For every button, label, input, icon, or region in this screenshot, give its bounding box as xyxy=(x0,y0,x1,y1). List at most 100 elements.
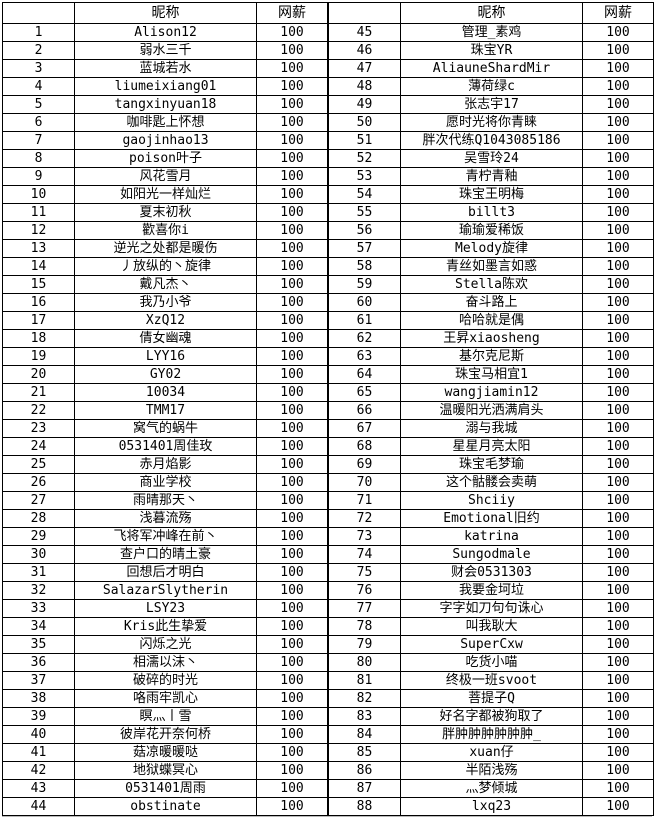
salary-cell: 100 xyxy=(256,203,328,222)
nickname-cell: 查户口的晴土豪 xyxy=(74,545,257,564)
salary-cell: 100 xyxy=(582,257,654,276)
nickname-cell: 瞑灬丨雪 xyxy=(74,707,257,726)
salary-cell: 100 xyxy=(582,779,654,798)
rank-cell: 65 xyxy=(328,383,401,402)
salary-cell: 100 xyxy=(582,383,654,402)
rank-cell: 12 xyxy=(2,221,75,240)
nickname-cell: 相濡以沫丶 xyxy=(74,653,257,672)
rank-cell: 1 xyxy=(2,23,75,42)
nickname-cell: 10034 xyxy=(74,383,257,402)
salary-cell: 100 xyxy=(582,797,654,816)
rank-cell: 84 xyxy=(328,725,401,744)
table-row: 56 瑜瑜爱稀饭 100 xyxy=(328,221,654,240)
nickname-cell: 瑜瑜爱稀饭 xyxy=(400,221,583,240)
table-body-right: 45 管理_素鸡 100 46 珠宝YR 100 47 AliauneShardMir 100 4… xyxy=(328,23,654,816)
salary-cell: 100 xyxy=(256,473,328,492)
salary-cell: 100 xyxy=(256,329,328,348)
nickname-cell: 窝气的蜗牛 xyxy=(74,419,257,438)
salary-cell: 100 xyxy=(256,257,328,276)
rank-cell: 56 xyxy=(328,221,401,240)
rank-cell: 61 xyxy=(328,311,401,330)
nickname-cell: 咯雨牢凯心 xyxy=(74,689,257,708)
salary-cell: 100 xyxy=(582,347,654,366)
nickname-cell: LSY23 xyxy=(74,599,257,618)
rank-cell: 71 xyxy=(328,491,401,510)
rank-cell: 36 xyxy=(2,653,75,672)
nickname-cell: SalazarSlytherin xyxy=(74,581,257,600)
salary-cell: 100 xyxy=(582,653,654,672)
salary-cell: 100 xyxy=(256,347,328,366)
salary-cell: 100 xyxy=(256,743,328,762)
rank-cell: 69 xyxy=(328,455,401,474)
table-row: 13 逆光之处都是暖伤 100 xyxy=(2,239,328,258)
rank-cell: 24 xyxy=(2,437,75,456)
nickname-cell: 灬梦倾城 xyxy=(400,779,583,798)
rank-cell: 30 xyxy=(2,545,75,564)
rank-cell: 45 xyxy=(328,23,401,42)
rank-cell: 22 xyxy=(2,401,75,420)
nickname-cell: 珠宝马相宜1 xyxy=(400,365,583,384)
rank-cell: 63 xyxy=(328,347,401,366)
table-row: 70 这个骷髅会卖萌 100 xyxy=(328,473,654,492)
rank-cell: 17 xyxy=(2,311,75,330)
table-row: 47 AliauneShardMir 100 xyxy=(328,59,654,78)
nickname-cell: GY02 xyxy=(74,365,257,384)
nickname-cell: 字字如刀句句诛心 xyxy=(400,599,583,618)
salary-cell: 100 xyxy=(256,41,328,60)
salary-cell: 100 xyxy=(582,689,654,708)
nickname-cell: 温暖阳光洒满肩头 xyxy=(400,401,583,420)
table-row: 53 青柠青釉 100 xyxy=(328,167,654,186)
salary-cell: 100 xyxy=(582,77,654,96)
salary-cell: 100 xyxy=(256,491,328,510)
rank-cell: 32 xyxy=(2,581,75,600)
table-row: 3 蓝城若水 100 xyxy=(2,59,328,78)
table-row: 65 wangjiamin12 100 xyxy=(328,383,654,402)
table-row: 82 菩提子Q 100 xyxy=(328,689,654,708)
table-row: 43 0531401周雨 100 xyxy=(2,779,328,798)
nickname-cell: 赤月焰影 xyxy=(74,455,257,474)
nickname-cell: XzQ12 xyxy=(74,311,257,330)
salary-cell: 100 xyxy=(256,617,328,636)
salary-cell: 100 xyxy=(256,545,328,564)
table-row: 1 Alison12 100 xyxy=(2,23,328,42)
rank-cell: 10 xyxy=(2,185,75,204)
rank-cell: 64 xyxy=(328,365,401,384)
nickname-cell: tangxinyuan18 xyxy=(74,95,257,114)
table-row: 76 我要金坷垃 100 xyxy=(328,581,654,600)
rank-cell: 37 xyxy=(2,671,75,690)
rank-cell: 15 xyxy=(2,275,75,294)
table-row: 35 闪烁之光 100 xyxy=(2,635,328,654)
salary-cell: 100 xyxy=(256,59,328,78)
salary-header: 网薪 xyxy=(256,2,328,24)
table-row: 71 Shciiy 100 xyxy=(328,491,654,510)
salary-cell: 100 xyxy=(256,527,328,546)
salary-cell: 100 xyxy=(582,419,654,438)
table-row: 44 obstinate 100 xyxy=(2,797,328,816)
nickname-cell: 星星月亮太阳 xyxy=(400,437,583,456)
rank-cell: 85 xyxy=(328,743,401,762)
salary-cell: 100 xyxy=(582,221,654,240)
table-row: 64 珠宝马相宜1 100 xyxy=(328,365,654,384)
table-row: 84 胖肿肿肿肿肿肿_ 100 xyxy=(328,725,654,744)
rank-cell: 35 xyxy=(2,635,75,654)
table-row: 2 弱水三千 100 xyxy=(2,41,328,60)
table-row: 59 Stella陈欢 100 xyxy=(328,275,654,294)
nickname-cell: 弱水三千 xyxy=(74,41,257,60)
table-row: 58 青丝如墨言如惑 100 xyxy=(328,257,654,276)
rank-cell: 34 xyxy=(2,617,75,636)
salary-cell: 100 xyxy=(256,239,328,258)
rank-cell: 33 xyxy=(2,599,75,618)
nickname-cell: Alison12 xyxy=(74,23,257,42)
salary-cell: 100 xyxy=(582,545,654,564)
table-row: 30 查户口的晴土豪 100 xyxy=(2,545,328,564)
table-row: 29 飞将军冲峰在前丶 100 xyxy=(2,527,328,546)
rank-cell: 3 xyxy=(2,59,75,78)
nickname-cell: 0531401周佳玫 xyxy=(74,437,257,456)
table-row: 31 回想后才明白 100 xyxy=(2,563,328,582)
rank-cell: 48 xyxy=(328,77,401,96)
nickname-cell: 胖次代练Q1043085186 xyxy=(400,131,583,150)
rank-cell: 72 xyxy=(328,509,401,528)
table-row: 81 终极一班svoot 100 xyxy=(328,671,654,690)
salary-cell: 100 xyxy=(256,455,328,474)
salary-cell: 100 xyxy=(582,185,654,204)
